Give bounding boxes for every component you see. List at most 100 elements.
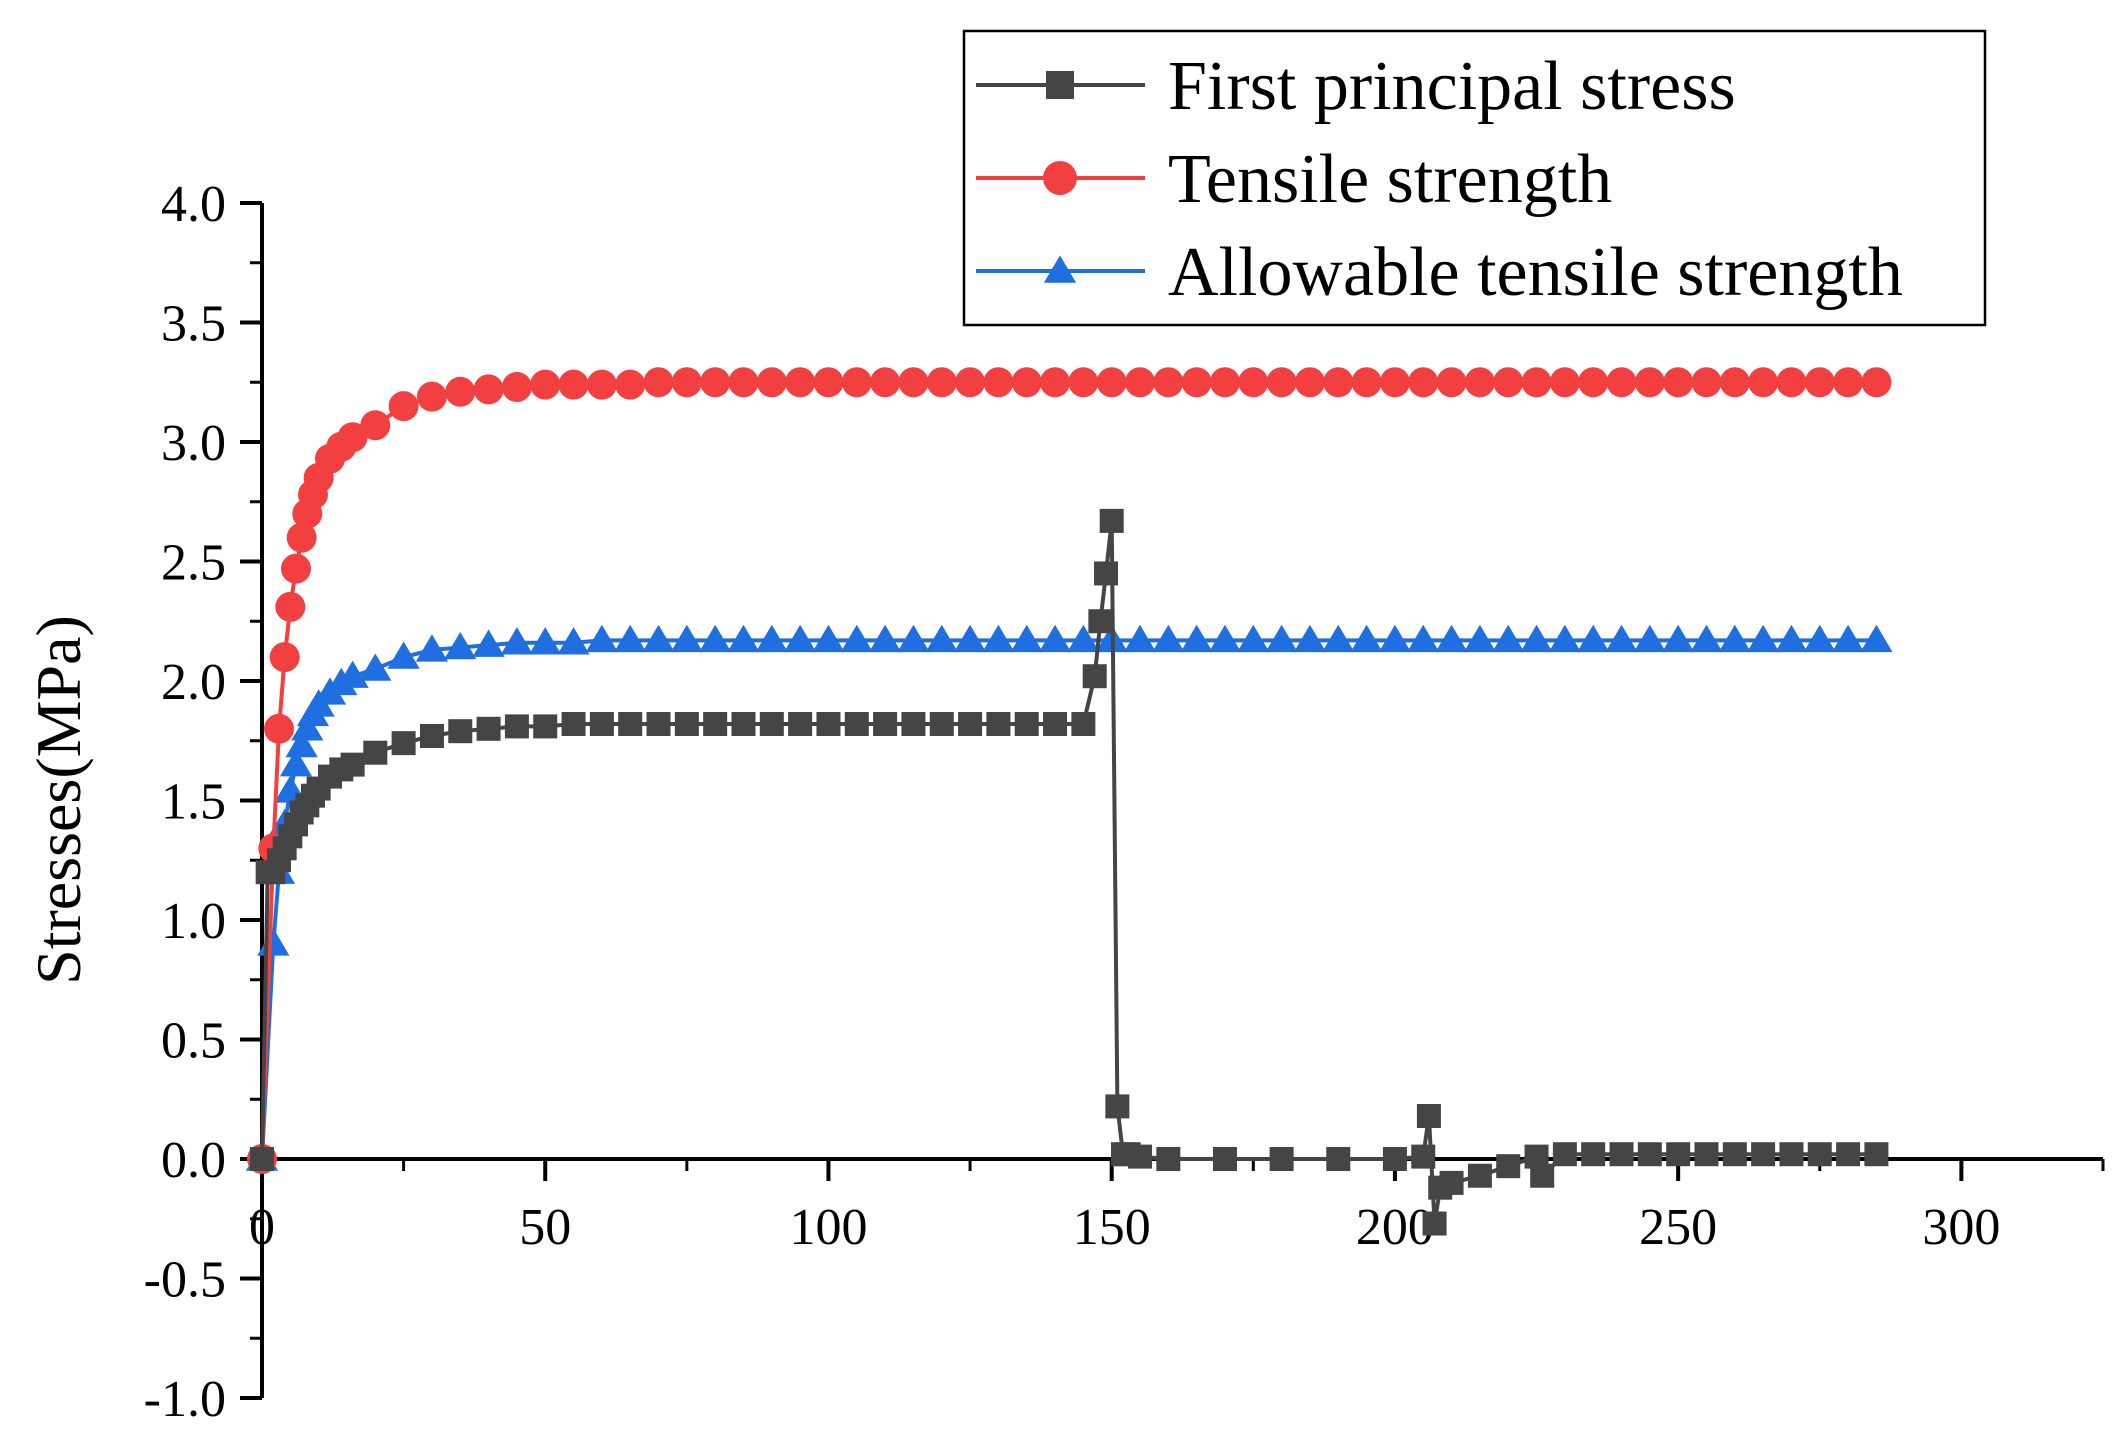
data-point xyxy=(958,712,983,737)
data-point xyxy=(1125,367,1156,398)
y-tick-label: 0.0 xyxy=(161,1132,226,1189)
data-point xyxy=(926,367,957,398)
data-point xyxy=(1836,1142,1861,1167)
data-point xyxy=(1096,367,1127,398)
data-point xyxy=(1549,367,1580,398)
legend-marker xyxy=(1046,71,1074,99)
data-point xyxy=(1379,367,1410,398)
data-point xyxy=(1123,624,1157,653)
data-point xyxy=(1237,624,1270,653)
data-point xyxy=(1747,624,1780,653)
data-point xyxy=(901,712,926,737)
data-point xyxy=(983,367,1014,398)
data-point xyxy=(898,367,929,398)
data-point xyxy=(1435,624,1468,653)
legend-marker xyxy=(1043,255,1077,283)
data-point xyxy=(646,712,671,737)
data-point xyxy=(1152,624,1185,653)
data-point xyxy=(1209,367,1240,398)
legend-label: Tensile strength xyxy=(1168,141,1612,218)
data-point xyxy=(700,367,731,398)
data-point xyxy=(1666,1142,1691,1167)
data-point xyxy=(614,624,647,653)
data-point xyxy=(416,381,447,412)
data-point xyxy=(589,712,614,737)
data-point xyxy=(897,624,930,653)
data-point xyxy=(703,712,728,737)
data-point xyxy=(1014,712,1039,737)
data-point xyxy=(1520,624,1553,653)
data-point xyxy=(500,627,534,655)
series-line xyxy=(260,638,1877,1160)
data-point xyxy=(1492,624,1525,653)
legend-item: Allowable tensile strength xyxy=(976,234,1903,311)
data-point xyxy=(280,553,311,584)
data-point xyxy=(1439,1170,1464,1195)
data-point xyxy=(1011,367,1042,398)
data-point xyxy=(1748,367,1779,398)
data-point xyxy=(1463,624,1497,653)
data-point xyxy=(1548,624,1581,653)
data-point xyxy=(1040,367,1071,398)
data-point xyxy=(1238,367,1269,398)
data-point xyxy=(1776,367,1807,398)
y-axis-ticks: -1.0 -0.5 0.0 0.5 1.0 1.5 2.0 2.5 3.0 3.5 4.0 xyxy=(144,176,262,1428)
data-point xyxy=(1326,1147,1351,1171)
data-point xyxy=(868,624,902,653)
data-point xyxy=(1071,712,1096,737)
legend-item: Tensile strength xyxy=(976,141,1612,218)
data-point xyxy=(759,712,784,737)
data-point xyxy=(473,374,504,405)
data-point xyxy=(530,369,561,400)
data-point xyxy=(275,591,306,622)
data-point xyxy=(756,367,787,398)
data-point xyxy=(1322,624,1355,653)
data-point xyxy=(286,522,317,553)
data-point xyxy=(586,369,617,400)
series-line xyxy=(260,518,1877,1226)
y-tick-label: 3.0 xyxy=(161,415,226,472)
data-point xyxy=(529,627,562,655)
y-tick-label: 1.5 xyxy=(161,774,226,831)
data-point xyxy=(1606,367,1637,398)
data-point xyxy=(1128,1144,1153,1169)
data-point xyxy=(755,624,788,653)
data-point xyxy=(269,642,300,673)
data-point xyxy=(1105,1094,1130,1119)
data-point xyxy=(250,1147,274,1171)
data-point xyxy=(558,369,589,400)
data-point xyxy=(1609,1142,1634,1167)
data-point xyxy=(1269,1147,1294,1171)
data-point xyxy=(1212,1147,1237,1171)
data-point xyxy=(643,367,674,398)
x-tick-label: 100 xyxy=(789,1199,867,1256)
y-tick-label: 2.0 xyxy=(161,654,226,711)
data-point xyxy=(387,641,420,669)
series-first-principal-stress xyxy=(250,508,1889,1236)
data-point xyxy=(1530,1163,1555,1188)
data-point xyxy=(1382,1147,1407,1171)
data-point xyxy=(1156,1147,1181,1171)
data-point xyxy=(557,627,590,655)
data-point xyxy=(1662,624,1695,653)
data-point xyxy=(1407,624,1440,653)
data-point xyxy=(1266,367,1297,398)
data-point xyxy=(618,712,643,737)
data-point xyxy=(1436,367,1467,398)
data-point xyxy=(359,653,392,681)
data-point xyxy=(1038,624,1072,653)
data-point xyxy=(533,714,558,739)
data-point xyxy=(844,712,869,737)
data-point xyxy=(1803,624,1836,653)
data-point xyxy=(391,731,416,756)
data-point xyxy=(1719,367,1750,398)
data-point xyxy=(728,367,759,398)
data-point xyxy=(1633,624,1666,653)
data-point xyxy=(279,749,313,777)
data-point xyxy=(1663,367,1694,398)
data-point xyxy=(1634,367,1665,398)
data-point xyxy=(336,660,369,688)
data-point xyxy=(1722,1142,1747,1167)
legend-marker xyxy=(1043,161,1077,195)
data-point xyxy=(561,712,586,737)
